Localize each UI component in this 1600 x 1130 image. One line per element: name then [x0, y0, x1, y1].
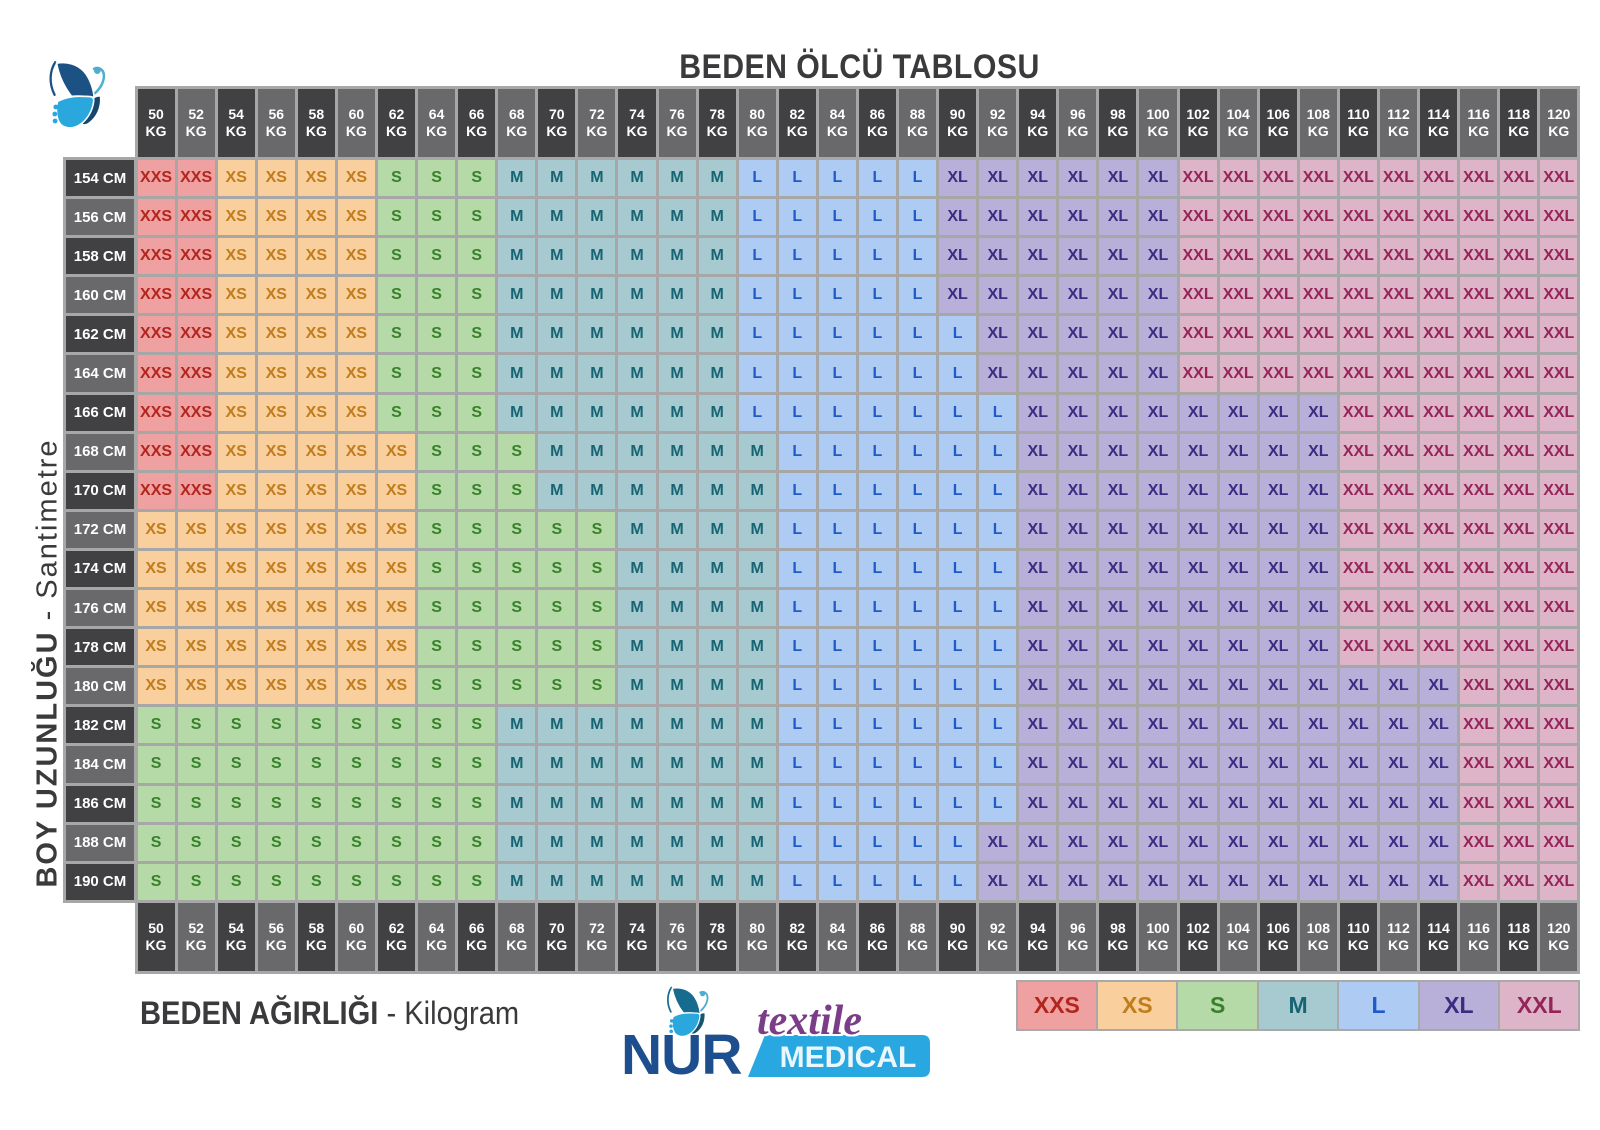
svg-text:MEDICAL: MEDICAL — [780, 1041, 917, 1074]
